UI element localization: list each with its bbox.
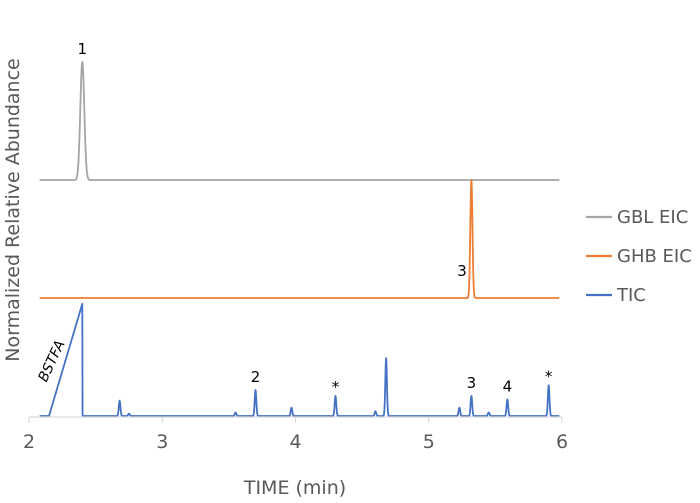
x-tick-label: 3 <box>156 431 168 453</box>
x-tick-label: 2 <box>23 431 35 453</box>
series-layer <box>39 61 560 417</box>
peak-annotation: 3 <box>467 374 477 392</box>
legend-label: GBL EIC <box>617 207 688 228</box>
peak-annotation: 3 <box>457 262 467 280</box>
peak-annotation: 4 <box>503 377 513 395</box>
peak-annotation: 1 <box>78 40 88 58</box>
x-tick-label: 4 <box>289 431 301 453</box>
x-tick-label: 6 <box>556 431 568 453</box>
peak-annotation: 2 <box>251 368 261 386</box>
x-axis-title: TIME (min) <box>243 477 346 499</box>
annotation-layer: 1 3 2 * 3 4 * BSTFA <box>36 40 553 396</box>
x-tick-layer: 2 3 4 5 6 <box>23 417 568 453</box>
peak-annotation: * <box>332 378 340 396</box>
legend-label: GHB EIC <box>617 246 692 267</box>
series-line-tic <box>39 302 560 417</box>
annotation-bstfa: BSTFA <box>36 338 69 385</box>
series-line-ghb-eic <box>39 179 560 299</box>
y-axis-title: Normalized Relative Abundance <box>2 58 24 361</box>
series-line-gbl-eic <box>39 61 560 181</box>
x-tick-label: 5 <box>423 431 435 453</box>
legend: GBL EIC GHB EIC TIC <box>586 207 692 306</box>
legend-label: TIC <box>616 285 646 306</box>
peak-annotation: * <box>545 367 553 385</box>
